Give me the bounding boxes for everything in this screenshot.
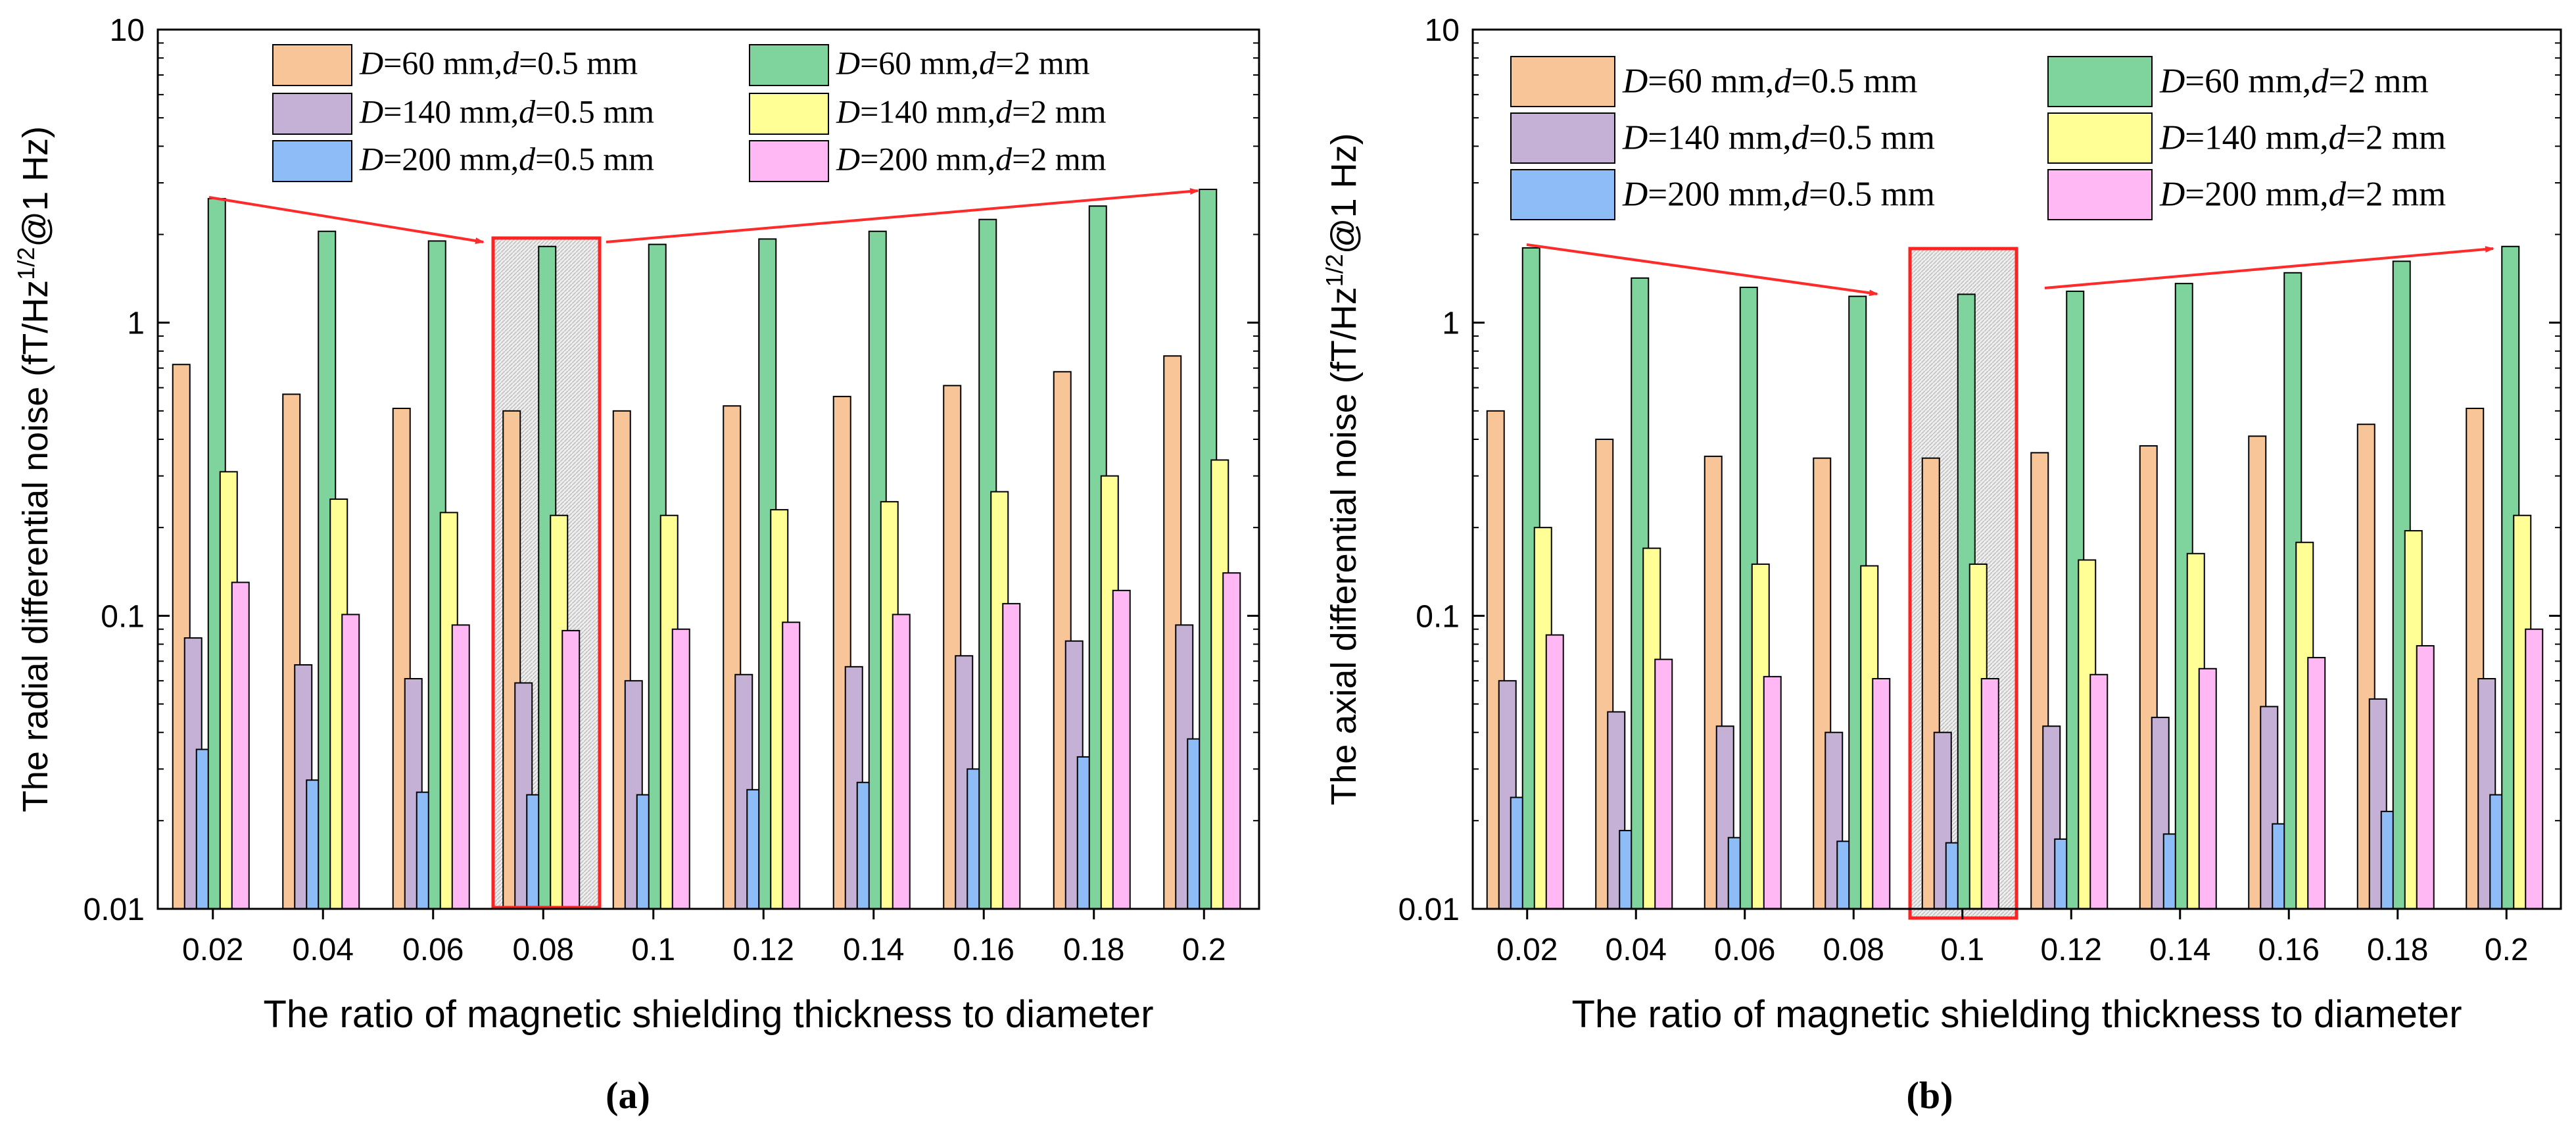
panel-b-bar-s5-c9 (2525, 628, 2544, 910)
panel-b-y-tick-label: 10 (1425, 13, 1460, 48)
panel-b-bar-s5-c4 (1980, 678, 1999, 910)
panel-a-bar-s0-c8 (1053, 371, 1072, 910)
panel-a-bar-s5-c1 (341, 614, 360, 910)
panel-a-trend-arrow-0 (208, 196, 485, 245)
panel-b-legend-label-5: D=200 mm,d=2 mm (2159, 176, 2446, 214)
panel-b-x-tick-label: 0.02 (1496, 933, 1558, 967)
panel-b-y-axis-label: The axial differential noise (fT/Hz1/2@1… (1321, 133, 1364, 805)
panel-b-bar-s5-c0 (1545, 634, 1564, 910)
panel-b-axes-frame (1471, 28, 2562, 910)
panel-b-bar-s5-c7 (2307, 656, 2326, 910)
panel-a-trend-arrow-1 (606, 188, 1199, 243)
panel-a-bar-s5-c6 (892, 614, 911, 910)
panel-a-highlight-box (491, 236, 602, 910)
panel-a-y-tick-label: 0.1 (101, 599, 145, 634)
panel-a-legend-swatch-1 (749, 44, 829, 86)
panel-a-bar-s5-c2 (451, 624, 470, 910)
panel-a-y-axis-label: The radial differential noise (fT/Hz1/2@… (12, 126, 55, 812)
panel-b-x-tick-label: 0.16 (2258, 933, 2320, 967)
panel-b-legend-swatch-5 (2047, 169, 2153, 220)
panel-a-y-tick-label: 0.01 (83, 892, 145, 927)
panel-a-bar-s5-c0 (231, 581, 250, 910)
chart-panel-a: 0.01 0.1 1 10 0.02 0.04 0.06 0.08 0.1 0.12 0.14 0.1… (12, 13, 1260, 1036)
panel-b-legend-swatch-2 (1510, 112, 1615, 164)
panel-b-bar-s5-c5 (2089, 673, 2109, 910)
panel-a-x-tick-label: 0.06 (402, 933, 464, 967)
panel-a-x-tick-label: 0.12 (733, 933, 794, 967)
panel-b-bar-s5-c3 (1872, 678, 1891, 910)
panel-b-x-tick-label: 0.06 (1714, 933, 1775, 967)
panel-b-x-axis-label: The ratio of magnetic shielding thicknes… (1571, 993, 2462, 1036)
panel-b-y-tick-label: 0.01 (1398, 892, 1460, 927)
panel-b-legend-swatch-0 (1510, 56, 1615, 107)
panel-a-bar-s5-c5 (782, 621, 801, 910)
panel-b-x-tick-label: 0.1 (1940, 933, 1984, 967)
panel-b-bar-s5-c2 (1763, 675, 1782, 910)
panel-b-legend-label-2: D=140 mm,d=0.5 mm (1622, 119, 1935, 157)
panel-a-bar-s5-c9 (1222, 572, 1241, 910)
panel-b-legend-swatch-4 (1510, 169, 1615, 220)
panel-a-legend-label-1: D=60 mm,d=2 mm (836, 45, 1090, 82)
panel-a-x-tick-label: 0.04 (293, 933, 354, 967)
panel-a-legend-swatch-2 (272, 93, 352, 135)
panel-a-x-tick-label: 0.18 (1063, 933, 1124, 967)
panel-a-x-tick-label: 0.08 (513, 933, 574, 967)
panel-b-legend-label-0: D=60 mm,d=0.5 mm (1622, 62, 1917, 101)
panel-a-legend-label-5: D=200 mm,d=2 mm (836, 141, 1107, 178)
panel-a-legend-label-0: D=60 mm,d=0.5 mm (359, 45, 638, 82)
panel-a-bar-s5-c3 (561, 629, 581, 910)
panel-a-bar-s5-c8 (1112, 589, 1131, 910)
panel-a-legend-label-4: D=200 mm,d=0.5 mm (359, 141, 654, 178)
panel-b-legend-swatch-3 (2047, 112, 2153, 164)
panel-a-y-tick-label: 1 (127, 306, 145, 341)
panel-a-x-tick-label: 0.1 (631, 933, 675, 967)
panel-b-trend-arrow-1 (2044, 246, 2494, 289)
panel-a-legend-label-3: D=140 mm,d=2 mm (836, 93, 1107, 130)
panel-b-bar-s0-c9 (2466, 407, 2485, 910)
panel-a-legend-swatch-4 (272, 140, 352, 182)
panel-b-y-tick-label: 1 (1442, 306, 1460, 341)
panel-b-bar-s5-c8 (2416, 644, 2435, 910)
panel-b-legend-label-3: D=140 mm,d=2 mm (2159, 119, 2446, 157)
panel-label-a: (a) (606, 1074, 650, 1117)
panel-b-x-tick-label: 0.2 (2485, 933, 2529, 967)
panel-a-axes-frame (156, 28, 1260, 910)
panel-b-x-tick-label: 0.18 (2367, 933, 2428, 967)
panel-a-x-tick-label: 0.2 (1182, 933, 1226, 967)
panel-label-b: (b) (1907, 1074, 1953, 1117)
panel-a-x-axis-label: The ratio of magnetic shielding thicknes… (263, 993, 1153, 1036)
panel-b-x-tick-label: 0.14 (2149, 933, 2210, 967)
panel-a-legend-swatch-3 (749, 93, 829, 135)
panel-b-bar-s5-c6 (2198, 668, 2217, 910)
panel-b-legend-label-4: D=200 mm,d=0.5 mm (1622, 176, 1935, 214)
panel-b-x-tick-label: 0.04 (1606, 933, 1667, 967)
panel-b-bar-s5-c1 (1654, 658, 1673, 910)
panel-a-bar-s5-c4 (671, 628, 690, 910)
panel-b-legend-swatch-1 (2047, 56, 2153, 107)
panel-a-y-tick-label: 10 (110, 13, 145, 48)
panel-a-legend-label-2: D=140 mm,d=0.5 mm (359, 93, 654, 130)
panel-a-bar-s5-c7 (1002, 602, 1021, 910)
panel-a-legend-swatch-5 (749, 140, 829, 182)
panel-b-trend-arrow-0 (1526, 243, 1878, 297)
panel-a-bar-s0-c6 (832, 395, 851, 910)
panel-a-x-tick-label: 0.16 (953, 933, 1014, 967)
chart-panel-b: 0.01 0.1 1 10 0.02 0.04 0.06 0.08 0.1 0.12 0.14 0.1… (1321, 13, 2562, 1036)
panel-b-legend-label-1: D=60 mm,d=2 mm (2159, 62, 2429, 101)
panel-b-x-tick-label: 0.08 (1823, 933, 1884, 967)
panel-b-y-tick-label: 0.1 (1416, 599, 1460, 634)
panel-a-legend-swatch-0 (272, 44, 352, 86)
panel-a-x-tick-label: 0.14 (843, 933, 904, 967)
panel-a-x-tick-label: 0.02 (182, 933, 243, 967)
panel-b-x-tick-label: 0.12 (2041, 933, 2102, 967)
